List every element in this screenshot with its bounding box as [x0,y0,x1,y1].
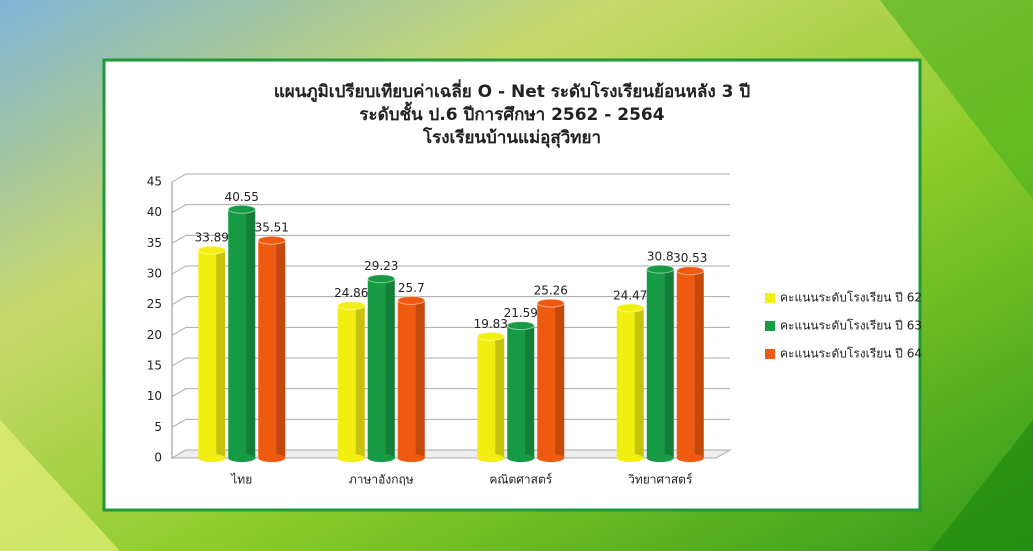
legend-swatch [765,321,775,331]
y-tick-label: 5 [154,420,162,434]
legend-label: คะแนนระดับโรงเรียน ปี 62 [780,291,922,305]
legend-label: คะแนนระดับโรงเรียน ปี 63 [780,319,922,333]
bar-shade [386,279,395,458]
bar-base [537,454,564,462]
value-label: 24.86 [334,286,368,300]
bar-base [338,454,365,462]
floor [172,450,730,458]
bar-shade [246,209,255,458]
bar-base [228,454,255,462]
x-tick-label: วิทยาศาสตร์ [628,473,693,487]
bar-cap [228,205,255,213]
y-tick-label: 0 [154,451,162,465]
bar-shade [525,326,534,458]
y-tick-label: 40 [147,205,162,219]
value-label: 25.7 [398,281,425,295]
bar-base [398,454,425,462]
bar-shade [555,303,564,458]
bar-cap [398,296,425,304]
value-label: 40.55 [225,190,259,204]
y-tick-label: 20 [147,328,162,342]
bar-base [617,454,644,462]
bar-cap [617,304,644,312]
y-tick-label: 10 [147,389,162,403]
y-tick-label: 25 [147,297,162,311]
bar-cap [647,265,674,273]
x-tick-label: ภาษาอังกฤษ [349,473,414,487]
value-label: 33.89 [195,231,229,245]
legend-swatch [765,349,775,359]
x-tick-label: ไทย [230,473,252,487]
bar-shade [665,269,674,458]
bar-shade [416,300,425,458]
bar-cap [368,275,395,283]
bar-base [647,454,674,462]
value-label: 30.53 [673,251,707,265]
bar-base [677,454,704,462]
y-tick-label: 45 [147,175,162,189]
value-label: 21.59 [504,306,538,320]
y-tick-label: 15 [147,359,162,373]
bar-cap [477,332,504,340]
y-tick-label: 30 [147,267,162,281]
bar-base [258,454,285,462]
bar-cap [338,302,365,310]
chart-title: ระดับชั้น ป.6 ปีการศึกษา 2562 - 2564 [359,101,664,125]
legend-swatch [765,293,775,303]
bar-base [198,454,225,462]
value-label: 24.47 [613,288,647,302]
bar-shade [276,240,285,458]
value-label: 29.23 [364,259,398,273]
bar-shade [635,308,644,458]
bar-base [368,454,395,462]
y-tick-label: 35 [147,236,162,250]
bar-shade [216,250,225,458]
bar-cap [537,299,564,307]
value-label: 30.8 [647,250,674,264]
bar-cap [507,322,534,330]
bar-shade [695,271,704,458]
bar-shade [356,306,365,458]
bar-cap [198,246,225,254]
chart: แผนภูมิเปรียบเทียบค่าเฉลี่ย O - Net ระดั… [0,0,1033,551]
bar-base [507,454,534,462]
chart-title: โรงเรียนบ้านแม่อุสุวิทยา [422,127,601,148]
value-label: 25.26 [534,284,568,298]
value-label: 35.51 [255,221,289,235]
legend-label: คะแนนระดับโรงเรียน ปี 64 [780,347,922,361]
bar-shade [495,336,504,458]
bar-cap [258,236,285,244]
chart-title: แผนภูมิเปรียบเทียบค่าเฉลี่ย O - Net ระดั… [274,79,751,103]
bar-cap [677,267,704,275]
bar-base [477,454,504,462]
x-tick-label: คณิตศาสตร์ [489,473,552,487]
